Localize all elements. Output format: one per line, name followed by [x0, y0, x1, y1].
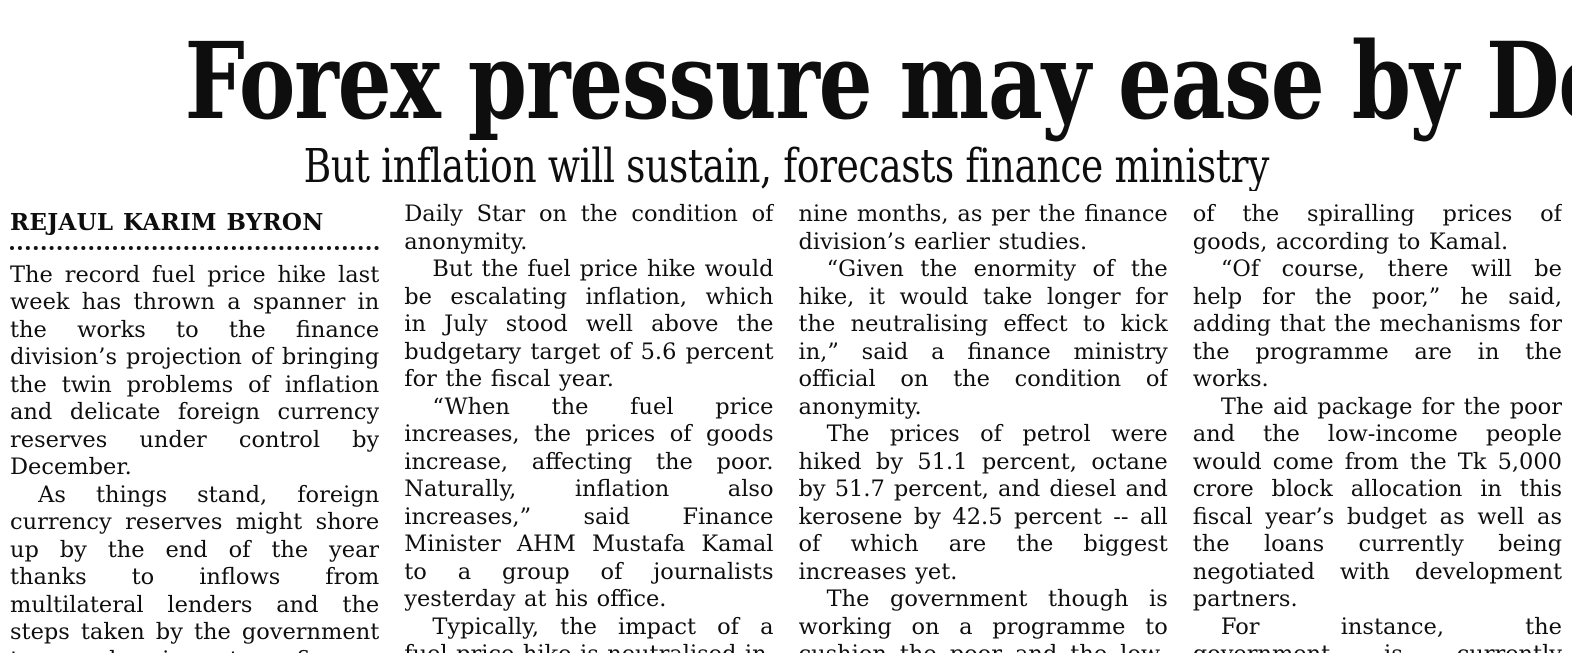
article-paragraph: But the fuel price hike would be escalat…: [404, 256, 774, 393]
article-paragraph: Typically, the impact of a fuel price hi…: [404, 613, 774, 654]
article-paragraph: As things stand, foreign currency reserv…: [10, 481, 380, 653]
headline: Forex pressure may ease by Dec: [0, 20, 1572, 142]
column-1: REJAUL KARIM BYRON The record fuel price…: [10, 201, 380, 653]
column-3: nine months, as per the finance division…: [799, 201, 1168, 653]
column-2: Daily Star on the condition of anonymity…: [404, 201, 773, 653]
article-paragraph: nine months, as per the finance division…: [798, 201, 1168, 255]
column-4: of the spiralling prices of goods, accor…: [1193, 201, 1562, 653]
byline: REJAUL KARIM BYRON: [10, 209, 324, 237]
article-paragraph: “When the fuel price increases, the pric…: [404, 393, 774, 613]
article-paragraph: The record fuel price hike last week has…: [10, 261, 380, 481]
article-paragraph: The government though is working on a pr…: [798, 586, 1168, 653]
byline-divider: [10, 237, 380, 250]
article-body: REJAUL KARIM BYRON The record fuel price…: [0, 201, 1572, 653]
subheadline-text: But inflation will sustain, forecasts fi…: [303, 138, 1269, 192]
article-paragraph: of the spiralling prices of goods, accor…: [1192, 201, 1562, 255]
article-header: Forex pressure may ease by Dec But infla…: [0, 0, 1572, 192]
headline-text: Forex pressure may ease by Dec: [184, 18, 1572, 143]
subheadline: But inflation will sustain, forecasts fi…: [0, 138, 1572, 192]
article-paragraph: The prices of petrol were hiked by 51.1 …: [798, 421, 1168, 585]
article-paragraph: The aid package for the poor and the low…: [1192, 393, 1562, 613]
article-paragraph: “Given the enormity of the hike, it woul…: [798, 256, 1168, 420]
article-paragraph: “Of course, there will be help for the p…: [1192, 256, 1562, 393]
article-paragraph: Daily Star on the condition of anonymity…: [404, 201, 774, 255]
article-paragraph: For instance, the government is currentl…: [1193, 613, 1562, 654]
